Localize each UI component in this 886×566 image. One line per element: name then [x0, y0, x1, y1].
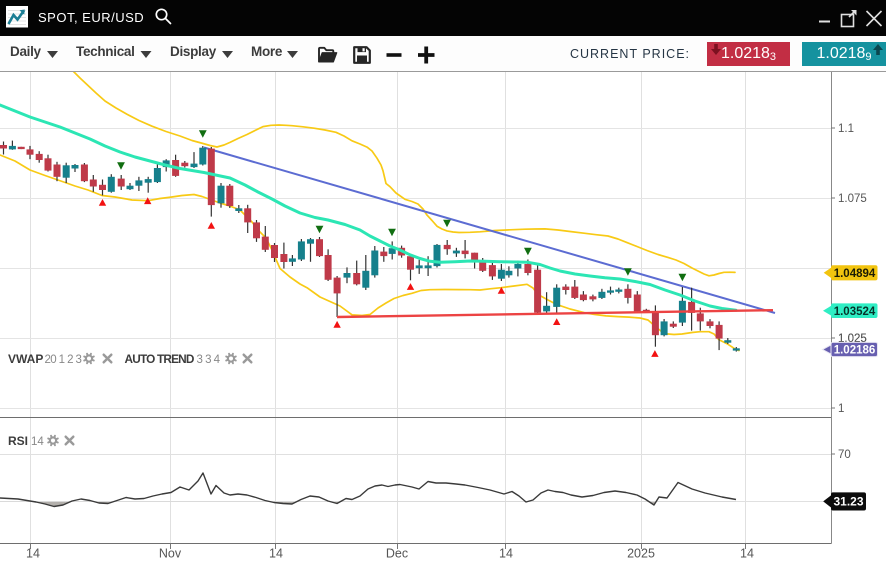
svg-text:14: 14 — [26, 547, 40, 561]
svg-text:Dec: Dec — [386, 547, 408, 561]
svg-text:1.04894: 1.04894 — [834, 268, 876, 280]
svg-text:AUTO TREND: AUTO TREND — [125, 352, 195, 366]
svg-text:14: 14 — [499, 547, 513, 561]
svg-text:3 3 4: 3 3 4 — [197, 354, 221, 366]
svg-text:1.02186: 1.02186 — [834, 345, 876, 357]
svg-text:14: 14 — [740, 547, 754, 561]
svg-text:VWAP: VWAP — [8, 352, 43, 366]
svg-text:1: 1 — [838, 403, 844, 415]
svg-text:1.1: 1.1 — [838, 123, 854, 135]
svg-text:1.075: 1.075 — [838, 193, 867, 205]
svg-text:14: 14 — [31, 436, 44, 448]
svg-text:14: 14 — [269, 547, 283, 561]
svg-text:31.23: 31.23 — [833, 495, 863, 509]
svg-text:1.03524: 1.03524 — [834, 306, 876, 318]
svg-text:2025: 2025 — [627, 547, 655, 561]
svg-text:RSI: RSI — [8, 434, 28, 448]
svg-text:Nov: Nov — [159, 547, 182, 561]
svg-text:70: 70 — [838, 449, 851, 461]
svg-text:20 1 2 3: 20 1 2 3 — [45, 354, 82, 366]
